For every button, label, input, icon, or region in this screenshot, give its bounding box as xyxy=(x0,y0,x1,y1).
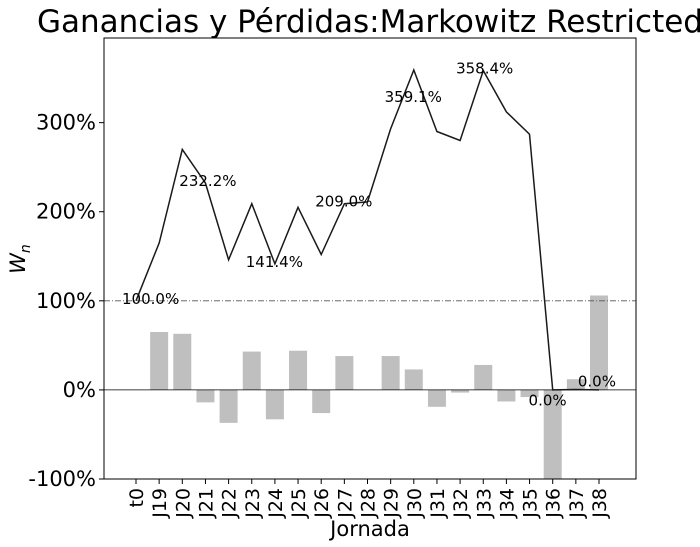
plot-frame xyxy=(103,37,637,480)
bar-J22 xyxy=(219,389,238,423)
reference-lines xyxy=(104,300,636,391)
bar-J34 xyxy=(497,389,516,402)
y-axis-label: Wn xyxy=(6,244,34,274)
annotations: 100.0% 232.2% 141.4% 209.0% 359.1% 358.4% 0.0%… xyxy=(122,60,616,410)
annotation-J35: 0.0% xyxy=(529,391,567,409)
y-axis-label-main: W xyxy=(6,252,30,274)
bar-J35 xyxy=(520,389,539,398)
x-tick-label: J34 xyxy=(496,488,518,519)
bar-J25 xyxy=(289,350,308,390)
bar-J29 xyxy=(381,356,400,390)
bar-J32 xyxy=(451,389,470,393)
x-tick-label: J23 xyxy=(242,488,264,519)
x-axis-label: Jornada xyxy=(328,517,410,541)
bar-J23 xyxy=(242,351,261,390)
y-tick-label: 0% xyxy=(63,378,96,402)
annotation-t0: 100.0% xyxy=(122,290,179,308)
x-tick-label: J35 xyxy=(520,488,542,519)
annotation-J23: 141.4% xyxy=(246,253,303,271)
annotation-J29: 359.1% xyxy=(385,88,442,106)
chart-title: Ganancias y Pérdidas:Markowitz Restricte… xyxy=(37,4,700,40)
x-tick-label: J29 xyxy=(381,488,403,519)
line-series xyxy=(135,67,600,391)
x-tick-label: J31 xyxy=(427,488,449,519)
x-tick-label: J19 xyxy=(149,488,171,519)
x-tick-label: J25 xyxy=(288,488,310,519)
bar-J21 xyxy=(196,389,215,403)
bar-J36 xyxy=(543,389,562,479)
annotation-J37: 0.0% xyxy=(578,373,616,391)
annotation-J32: 358.4% xyxy=(456,60,513,78)
x-tick-label: J38 xyxy=(589,488,611,519)
y-tick-label: 200% xyxy=(36,200,96,224)
y-axis: -100% 0% 100% 200% 300% xyxy=(28,111,104,491)
annotation-J20: 232.2% xyxy=(179,172,236,190)
x-tick-label: J32 xyxy=(450,488,472,519)
x-tick-label: J30 xyxy=(404,488,426,519)
annotation-J26: 209.0% xyxy=(315,193,372,211)
y-tick-label: -100% xyxy=(28,467,96,491)
bar-J31 xyxy=(427,389,446,407)
bar-J33 xyxy=(474,364,493,390)
bar-J27 xyxy=(335,356,354,390)
bar-J37 xyxy=(566,379,585,390)
line-path xyxy=(135,67,600,391)
x-tick-label: J37 xyxy=(566,488,588,519)
bar-series xyxy=(150,295,608,479)
y-tick-label: 300% xyxy=(36,111,96,135)
x-tick-label: J36 xyxy=(543,488,565,519)
bar-J19 xyxy=(150,332,169,390)
y-axis-label-sub: n xyxy=(18,244,34,253)
bar-J20 xyxy=(173,333,192,390)
x-tick-label: J24 xyxy=(265,488,287,519)
x-tick-label: t0 xyxy=(126,488,148,508)
x-tick-label: J22 xyxy=(219,488,241,519)
x-tick-label: J28 xyxy=(358,488,380,519)
bar-J38 xyxy=(590,295,608,390)
x-tick-label: J33 xyxy=(473,488,495,519)
x-tick-label: J27 xyxy=(334,488,356,519)
x-tick-label: J21 xyxy=(195,488,217,519)
bar-J26 xyxy=(312,389,331,414)
x-tick-label: J20 xyxy=(172,488,194,519)
bar-J30 xyxy=(404,369,423,390)
x-axis: t0 J19 J20 J21 J22 J23 J24 J25 J26 J27 J28 J29 J30 J3… xyxy=(126,479,611,519)
bar-J24 xyxy=(265,389,284,420)
y-tick-label: 100% xyxy=(36,289,96,313)
x-tick-label: J26 xyxy=(311,488,333,519)
